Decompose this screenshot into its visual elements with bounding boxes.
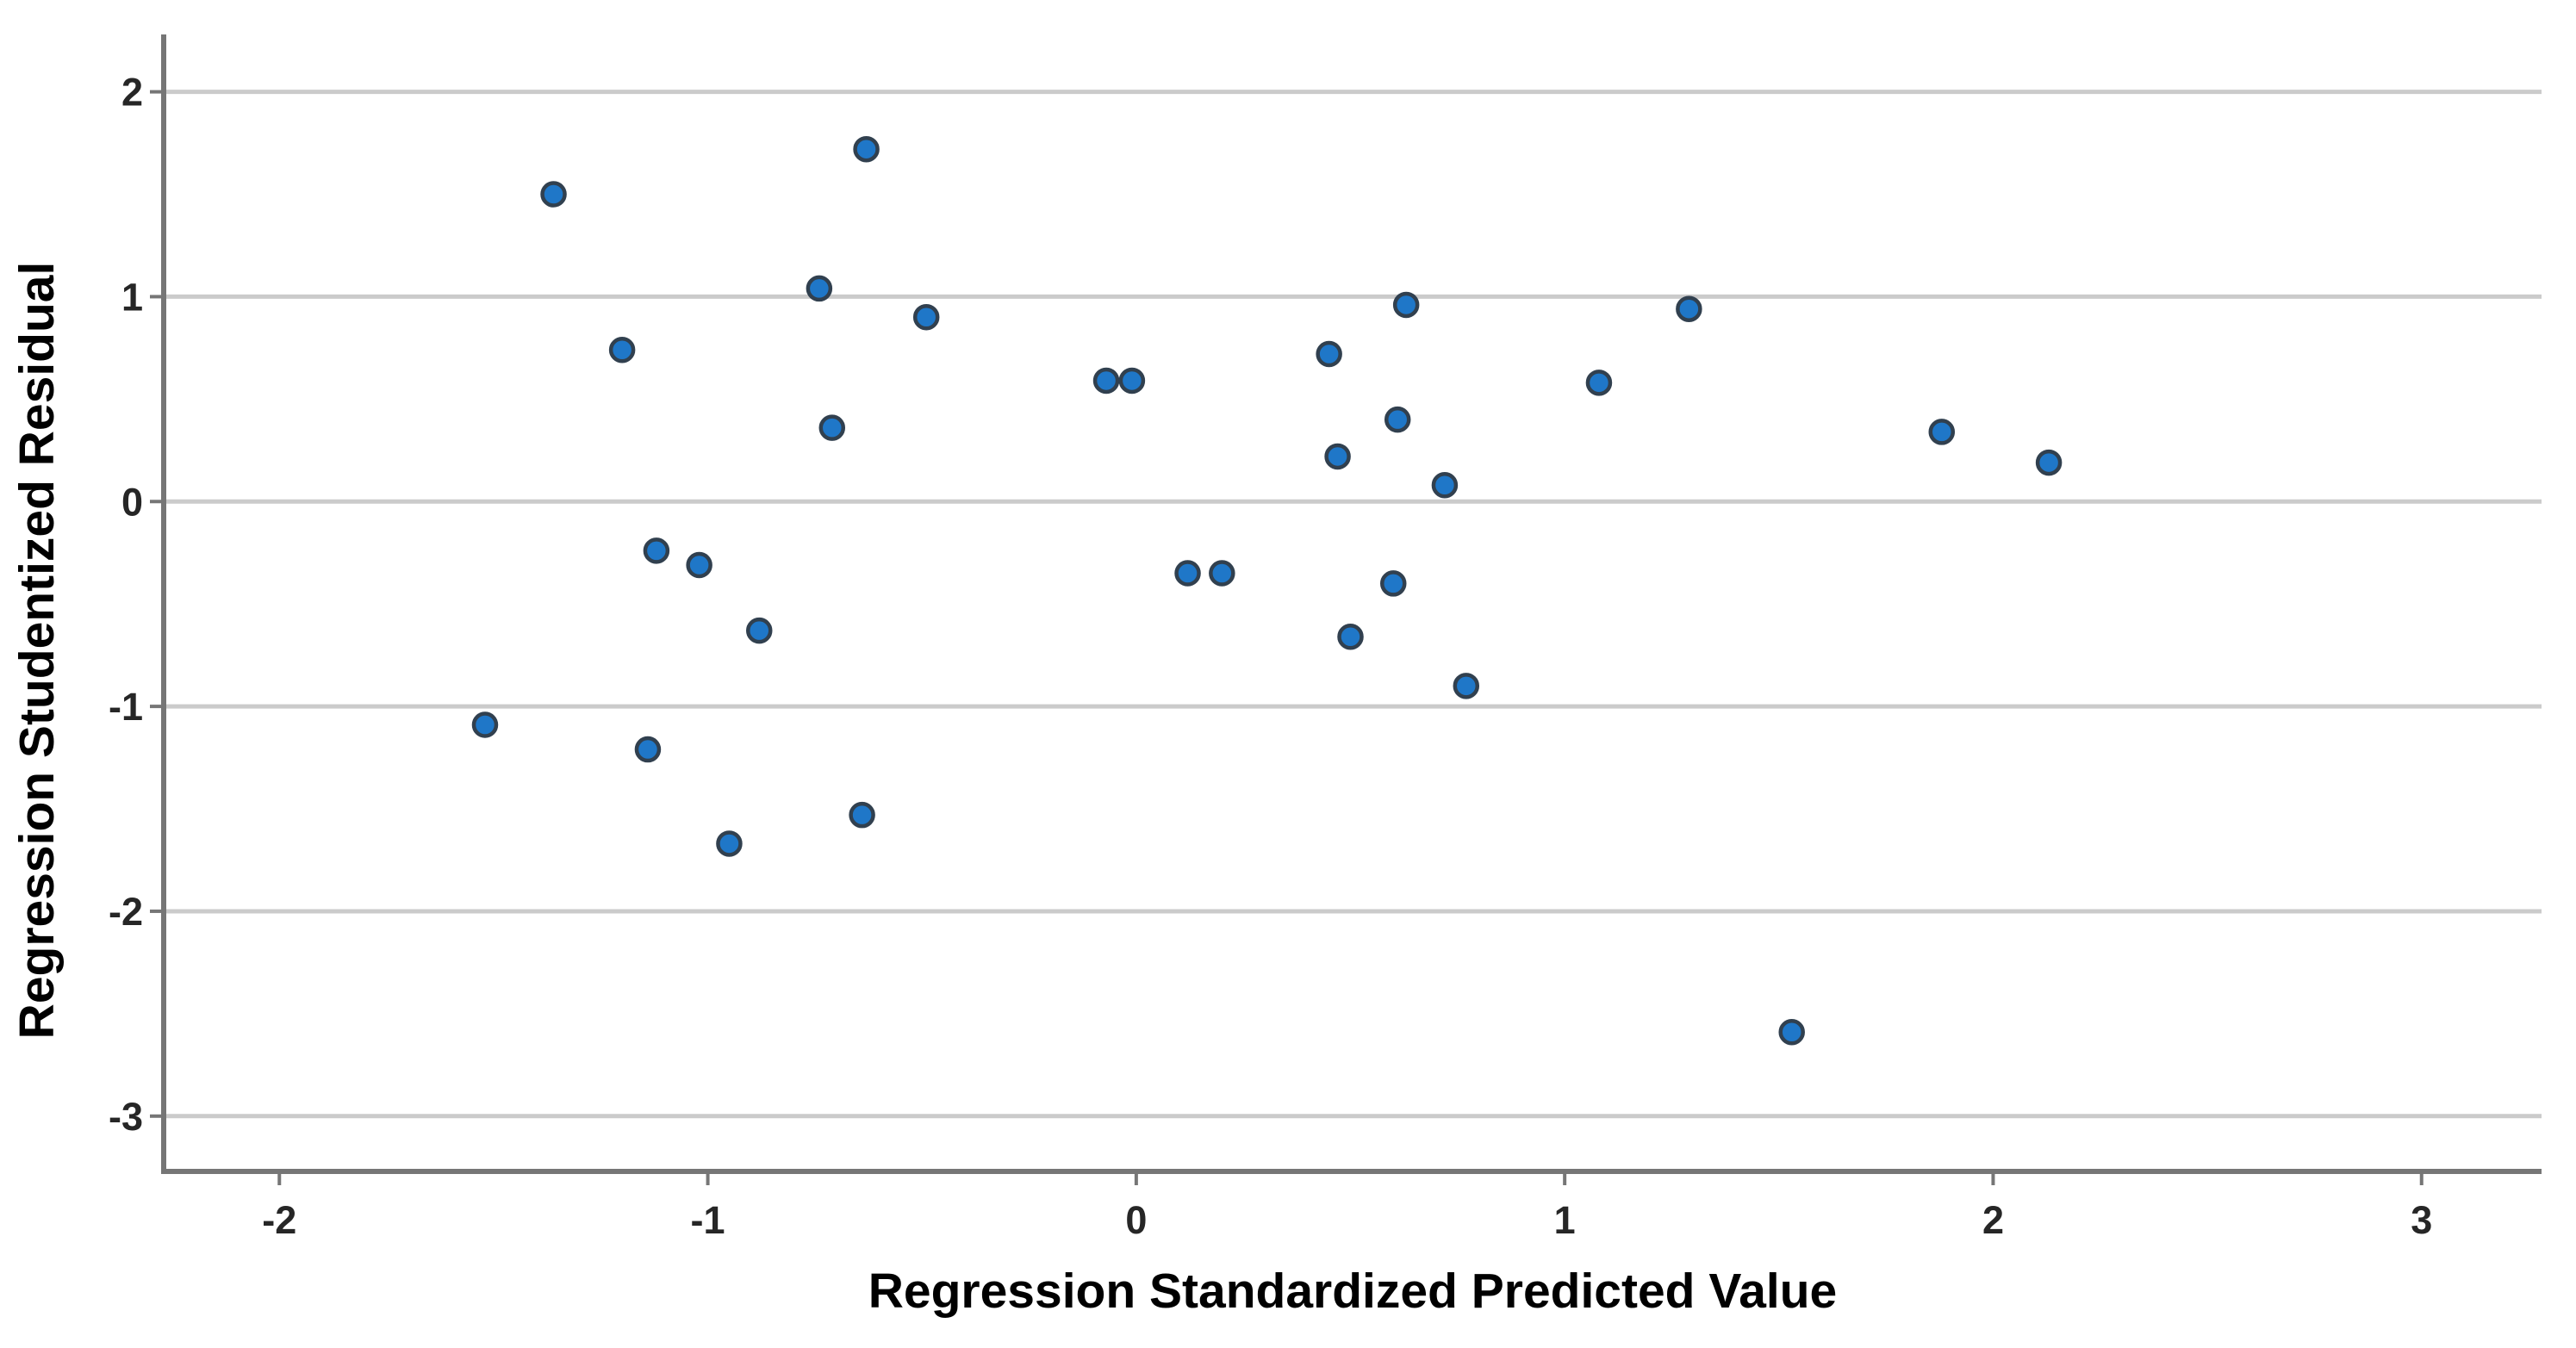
- data-point: [1585, 370, 1613, 396]
- data-point: [686, 551, 712, 579]
- y-tick-label: -2: [109, 890, 143, 934]
- data-point: [2035, 449, 2063, 476]
- x-tick-label: -2: [262, 1198, 296, 1242]
- data-point: [745, 617, 773, 644]
- data-point: [1928, 419, 1956, 445]
- data-point: [1118, 367, 1146, 394]
- data-points-group: [471, 135, 2063, 1046]
- data-point: [1676, 295, 1702, 322]
- data-point: [1453, 673, 1480, 699]
- data-point: [1431, 471, 1459, 499]
- x-tick-label: -1: [691, 1198, 725, 1242]
- data-point: [849, 801, 875, 829]
- data-point: [471, 711, 499, 738]
- data-point: [716, 830, 743, 857]
- data-point: [1209, 560, 1235, 587]
- gridlines-group: [164, 90, 2542, 1119]
- y-tick-label: 1: [121, 275, 143, 319]
- data-point: [1379, 570, 1407, 597]
- data-point: [1337, 623, 1364, 650]
- data-point: [912, 303, 940, 331]
- axes-group: [161, 34, 2542, 1174]
- data-point: [806, 275, 833, 302]
- data-point: [1324, 443, 1351, 470]
- data-point: [1316, 340, 1342, 368]
- y-tick-label: 2: [121, 71, 143, 115]
- x-tick-label: 0: [1125, 1198, 1147, 1242]
- data-point: [540, 181, 567, 208]
- data-point: [818, 414, 846, 441]
- data-point: [1778, 1019, 1805, 1046]
- data-point: [853, 135, 880, 163]
- y-tick-label: -1: [109, 685, 143, 729]
- y-tick-label: -3: [109, 1095, 143, 1139]
- data-point: [634, 736, 662, 763]
- tick-labels-group: 2 1 0 -1 -2 -3 -2 -1 0 1 2 3: [109, 71, 2432, 1242]
- data-point: [1092, 367, 1120, 394]
- x-axis-title: Regression Standardized Predicted Value: [868, 1264, 1838, 1319]
- x-tick-label: 1: [1554, 1198, 1576, 1242]
- x-tick-label: 2: [1982, 1198, 2004, 1242]
- tick-marks-group: [150, 90, 2424, 1185]
- y-axis-title: Regression Studentized Residual: [9, 262, 65, 1040]
- x-tick-label: 3: [2411, 1198, 2432, 1242]
- data-point: [1174, 560, 1201, 587]
- data-point: [1392, 291, 1420, 319]
- y-tick-label: 0: [121, 480, 143, 524]
- data-point: [608, 337, 636, 363]
- data-point: [1384, 406, 1411, 433]
- data-point: [643, 537, 670, 564]
